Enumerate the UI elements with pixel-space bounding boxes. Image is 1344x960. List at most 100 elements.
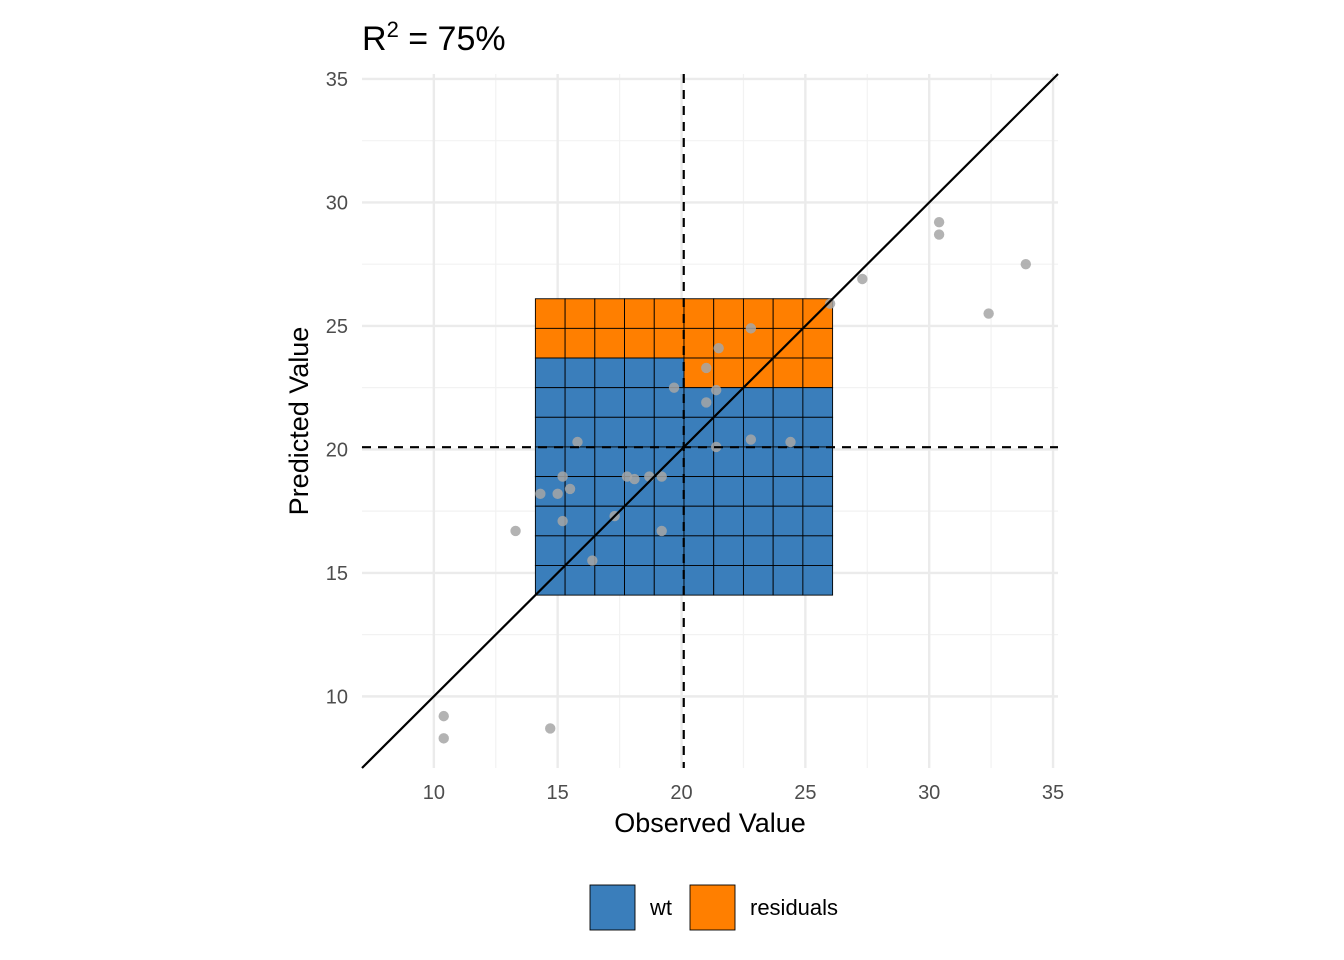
- wt-cell: [713, 565, 744, 596]
- data-point: [701, 362, 712, 374]
- residuals-cell: [564, 298, 596, 329]
- y-tick-label: 35: [326, 69, 348, 91]
- data-point: [745, 434, 757, 445]
- wt-cell: [564, 565, 596, 596]
- wt-cell: [802, 476, 834, 507]
- y-axis-ticks: 10 15 20 25 30 35: [326, 69, 348, 708]
- wt-cell: [534, 387, 566, 418]
- residuals-cell: [534, 298, 566, 329]
- data-point: [785, 436, 796, 448]
- wt-cell: [742, 387, 774, 418]
- data-point: [535, 488, 546, 500]
- data-point: [510, 525, 521, 537]
- legend-label-residuals: residuals: [750, 895, 838, 920]
- wt-cell: [653, 535, 685, 566]
- wt-cell: [802, 565, 834, 596]
- wt-cell: [742, 476, 774, 507]
- residuals-cell: [594, 327, 625, 359]
- wt-cell: [742, 446, 774, 478]
- identity-line: [361, 73, 1059, 769]
- data-point: [656, 471, 667, 482]
- wt-cell: [594, 446, 625, 478]
- data-point: [557, 471, 568, 482]
- wt-cell: [772, 387, 804, 418]
- y-tick-label: 10: [326, 686, 348, 708]
- area-squares: [534, 298, 834, 596]
- wt-cell: [653, 416, 685, 448]
- legend-key-residuals: [689, 884, 736, 931]
- residuals-cell: [653, 327, 685, 359]
- wt-cell: [653, 476, 685, 507]
- wt-cell: [534, 535, 566, 566]
- wt-cell: [802, 505, 834, 537]
- wt-cell: [772, 505, 804, 537]
- y-tick-label: 20: [326, 439, 348, 461]
- y-tick-label: 30: [326, 192, 348, 214]
- x-axis-title: Observed Value: [614, 808, 806, 838]
- data-point: [713, 342, 724, 354]
- wt-cell: [802, 446, 834, 478]
- wt-cell: [772, 446, 804, 478]
- residuals-cell: [772, 298, 804, 329]
- wt-cell: [624, 535, 655, 566]
- wt-cell: [564, 446, 596, 478]
- y-tick-label: 25: [326, 316, 348, 338]
- wt-cell: [742, 505, 774, 537]
- data-point: [933, 229, 945, 240]
- chart-title-r: R: [362, 20, 387, 58]
- wt-cell: [713, 535, 744, 566]
- wt-cell: [713, 505, 744, 537]
- x-tick-label: 25: [794, 782, 816, 804]
- wt-cell: [683, 505, 715, 537]
- data-point: [629, 473, 640, 485]
- data-point: [710, 384, 722, 396]
- legend: wt residuals: [589, 884, 838, 931]
- wt-cell: [802, 387, 834, 418]
- residuals-cell: [802, 357, 834, 389]
- legend-label-wt: wt: [649, 895, 672, 920]
- residuals-cell: [624, 327, 655, 359]
- wt-cell: [534, 357, 566, 389]
- wt-cell: [564, 505, 596, 537]
- wt-cell: [594, 387, 625, 418]
- residuals-cell: [683, 357, 715, 389]
- wt-cell: [653, 387, 685, 418]
- data-point: [656, 525, 667, 537]
- wt-cell: [624, 387, 655, 418]
- wt-cell: [594, 565, 625, 596]
- residuals-cell: [534, 327, 566, 359]
- residuals-cell: [594, 298, 625, 329]
- wt-cell: [624, 416, 655, 448]
- data-point: [572, 436, 583, 448]
- wt-cell: [802, 416, 834, 448]
- residuals-cell: [742, 327, 774, 359]
- x-tick-label: 10: [423, 782, 445, 804]
- wt-cell: [713, 476, 744, 507]
- residuals-cell: [802, 327, 834, 359]
- data-point: [587, 555, 598, 566]
- wt-cell: [683, 565, 715, 596]
- residuals-cell: [653, 298, 685, 329]
- x-tick-label: 30: [918, 782, 940, 804]
- wt-cell: [594, 416, 625, 448]
- wt-cell: [713, 446, 744, 478]
- wt-cell: [534, 416, 566, 448]
- wt-cell: [683, 476, 715, 507]
- legend-key-wt: [589, 884, 636, 931]
- residuals-cell: [624, 298, 655, 329]
- data-point: [933, 216, 945, 228]
- residuals-cell: [713, 298, 744, 329]
- data-point: [545, 723, 556, 734]
- data-point: [552, 488, 563, 500]
- grid-minor: [362, 74, 1058, 768]
- data-point: [701, 397, 712, 408]
- data-point: [557, 515, 568, 527]
- wt-cell: [594, 476, 625, 507]
- wt-cell: [742, 535, 774, 566]
- x-axis-ticks: 10 15 20 25 30 35: [423, 782, 1064, 804]
- residuals-cell: [564, 327, 596, 359]
- residuals-cell: [713, 357, 744, 389]
- data-point: [983, 308, 994, 319]
- wt-cell: [653, 357, 685, 389]
